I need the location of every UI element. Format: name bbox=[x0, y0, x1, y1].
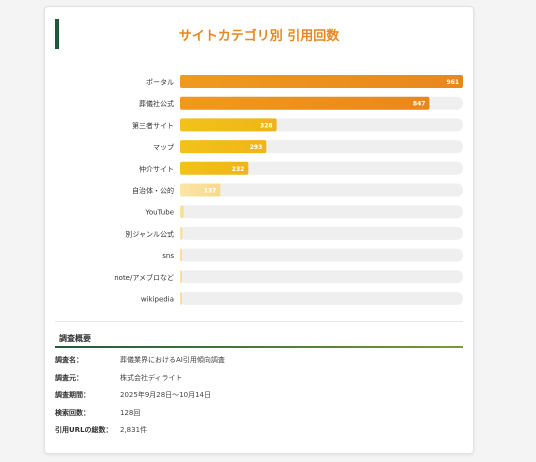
bar bbox=[180, 248, 182, 262]
bar bbox=[180, 183, 221, 197]
value-label: 328 bbox=[260, 122, 273, 129]
category-label: sns bbox=[162, 252, 174, 260]
bar bbox=[180, 205, 184, 219]
bar bbox=[180, 226, 183, 240]
value-label: 232 bbox=[232, 166, 245, 173]
summary-value: 2,831件 bbox=[120, 426, 148, 435]
category-label: note/アメブロなど bbox=[114, 273, 174, 282]
bar-track bbox=[180, 183, 463, 197]
summary-value: 葬儀業界におけるAI引用傾向調査 bbox=[120, 356, 225, 364]
bar-track bbox=[180, 161, 463, 175]
bar-track bbox=[180, 226, 463, 240]
category-label: YouTube bbox=[145, 209, 174, 217]
bar bbox=[180, 292, 182, 305]
bar bbox=[180, 270, 182, 284]
category-label: 自治体・公的 bbox=[132, 186, 174, 195]
bar-track bbox=[180, 248, 463, 262]
summary-key: 検索回数： bbox=[55, 408, 90, 417]
summary-row: 調査名： 葬儀業界におけるAI引用傾向調査 bbox=[55, 355, 455, 373]
summary-row: 検索回数： 128回 bbox=[55, 408, 455, 426]
summary-value: 株式会社ディライト bbox=[120, 373, 183, 382]
category-label: 第三者サイト bbox=[132, 121, 174, 130]
bar bbox=[180, 118, 277, 132]
category-label: ポータル bbox=[146, 78, 174, 87]
summary-key: 調査期間： bbox=[55, 391, 90, 400]
value-label: 961 bbox=[446, 79, 459, 86]
divider bbox=[55, 321, 463, 322]
title-accent-bar bbox=[55, 19, 59, 49]
value-label: 137 bbox=[204, 188, 217, 195]
category-label: 仲介サイト bbox=[139, 164, 174, 173]
category-label: 別ジャンル公式 bbox=[125, 229, 174, 238]
bar bbox=[180, 75, 463, 88]
summary-row: 引用URLの総数： 2,831件 bbox=[55, 425, 455, 443]
bar-chart: ポータル 961 葬儀社公式 847 第三者サイト 328 マップ 293 仲介サイト 232 自治… bbox=[114, 75, 463, 305]
chart-card: サイトカテゴリ別 引用回数 ポータル 961 葬儀社公式 847 第三者サイト 328 マッ… bbox=[44, 6, 474, 454]
category-label: wikipedia bbox=[141, 296, 174, 304]
category-label: マップ bbox=[153, 144, 174, 152]
summary-heading: 調査概要 bbox=[59, 334, 91, 343]
value-label: 293 bbox=[250, 144, 263, 151]
summary-value: 128回 bbox=[120, 408, 141, 417]
summary-row: 調査元： 株式会社ディライト bbox=[55, 373, 455, 391]
summary-key: 調査元： bbox=[55, 373, 83, 382]
chart-title: サイトカテゴリ別 引用回数 bbox=[178, 29, 340, 44]
bar-track bbox=[180, 270, 463, 284]
bar bbox=[180, 161, 249, 175]
bar bbox=[180, 96, 430, 110]
summary-key: 調査名： bbox=[55, 356, 83, 364]
summary-underline bbox=[55, 346, 463, 348]
bar-track bbox=[180, 205, 463, 219]
summary-key: 引用URLの総数： bbox=[55, 426, 113, 435]
value-label: 847 bbox=[413, 101, 426, 108]
bar bbox=[180, 140, 267, 154]
summary-value: 2025年9月28日〜10月14日 bbox=[120, 391, 211, 400]
summary-table: 調査名： 葬儀業界におけるAI引用傾向調査 調査元： 株式会社ディライト 調査期間：… bbox=[55, 355, 455, 443]
category-label: 葬儀社公式 bbox=[139, 99, 174, 108]
bar-track bbox=[180, 292, 463, 305]
summary-row: 調査期間： 2025年9月28日〜10月14日 bbox=[55, 390, 455, 408]
